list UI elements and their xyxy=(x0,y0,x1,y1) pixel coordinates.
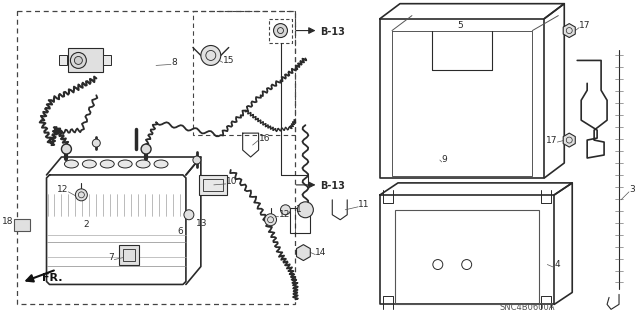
Text: 15: 15 xyxy=(223,56,234,65)
Text: 17: 17 xyxy=(579,21,591,30)
Circle shape xyxy=(298,202,314,218)
Circle shape xyxy=(201,46,221,65)
Text: 1: 1 xyxy=(296,205,301,214)
Bar xyxy=(203,179,223,191)
Text: 9: 9 xyxy=(442,155,447,165)
Ellipse shape xyxy=(65,160,78,168)
Circle shape xyxy=(280,205,291,215)
Bar xyxy=(103,56,111,65)
Ellipse shape xyxy=(154,160,168,168)
Circle shape xyxy=(184,210,194,220)
Circle shape xyxy=(193,156,201,164)
Text: B-13: B-13 xyxy=(321,181,345,191)
Ellipse shape xyxy=(100,160,114,168)
Circle shape xyxy=(70,52,86,68)
Text: FR.: FR. xyxy=(42,273,62,284)
Ellipse shape xyxy=(118,160,132,168)
Bar xyxy=(60,56,67,65)
Text: 11: 11 xyxy=(358,200,370,209)
Circle shape xyxy=(141,144,151,154)
Text: 3: 3 xyxy=(629,185,635,194)
Ellipse shape xyxy=(83,160,96,168)
Circle shape xyxy=(273,24,287,38)
Text: 8: 8 xyxy=(171,58,177,67)
Text: 17: 17 xyxy=(546,136,557,145)
Circle shape xyxy=(76,189,87,201)
Text: 4: 4 xyxy=(554,260,560,269)
Text: 16: 16 xyxy=(259,134,270,143)
Bar xyxy=(199,175,227,195)
Bar xyxy=(68,48,103,72)
Bar xyxy=(17,11,296,304)
Circle shape xyxy=(264,214,276,226)
Text: 14: 14 xyxy=(316,248,327,257)
Circle shape xyxy=(74,56,83,64)
Text: 12: 12 xyxy=(57,185,68,194)
Bar xyxy=(123,249,135,261)
Circle shape xyxy=(298,248,308,257)
Text: 18: 18 xyxy=(2,217,13,226)
Text: 6: 6 xyxy=(177,227,183,236)
Text: SNC4B0600A: SNC4B0600A xyxy=(500,303,555,312)
Text: B-13: B-13 xyxy=(321,26,345,37)
Bar xyxy=(119,245,139,264)
Text: 13: 13 xyxy=(196,219,207,228)
Text: 10: 10 xyxy=(226,177,237,186)
Text: 2: 2 xyxy=(83,220,89,229)
Circle shape xyxy=(61,144,72,154)
Text: 7: 7 xyxy=(109,253,114,262)
Circle shape xyxy=(92,139,100,147)
Text: 5: 5 xyxy=(457,21,463,30)
Bar xyxy=(291,208,310,233)
Bar xyxy=(193,11,296,135)
Ellipse shape xyxy=(136,160,150,168)
Text: 12: 12 xyxy=(278,210,290,219)
Bar xyxy=(13,219,29,231)
Bar xyxy=(269,19,292,42)
Bar xyxy=(395,210,540,304)
